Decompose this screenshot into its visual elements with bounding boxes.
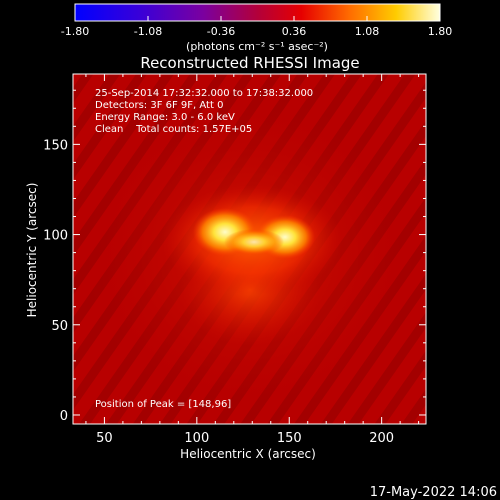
- x-tick-label: 200: [369, 431, 394, 446]
- colorbar: [74, 3, 441, 22]
- y-tick-label: 50: [51, 319, 68, 334]
- info-clean-counts: Clean Total counts: 1.57E+05: [95, 124, 252, 135]
- x-tick-label: 100: [184, 431, 209, 446]
- y-axis-ticks: [73, 89, 426, 416]
- x-tick-label: 150: [277, 431, 302, 446]
- y-tick-label: 0: [60, 409, 68, 424]
- colorbar-tick-label: 1.08: [355, 25, 380, 38]
- x-axis-ticks: [85, 74, 420, 424]
- y-tick-label: 150: [43, 138, 68, 153]
- rhessi-image: [73, 74, 426, 424]
- plot-frame: [72, 73, 427, 425]
- footer-date: 17-May-2022 14:06: [370, 485, 497, 500]
- colorbar-tick-label: 1.80: [428, 25, 453, 38]
- y-axis-tick-labels: 0 50 100 150: [43, 138, 68, 424]
- colorbar-ticks: [74, 16, 441, 21]
- colorbar-units-label: (photons cm⁻² s⁻¹ asec⁻²): [186, 40, 328, 53]
- image-title: Reconstructed RHESSI Image: [140, 54, 359, 72]
- colorbar-tick-label: -1.80: [61, 25, 89, 38]
- x-tick-label: 50: [96, 431, 113, 446]
- peak-position-label: Position of Peak = [148,96]: [95, 399, 231, 410]
- x-axis-tick-labels: 50 100 150 200: [96, 431, 394, 446]
- info-energy-range: Energy Range: 3.0 - 6.0 keV: [95, 112, 235, 123]
- colorbar-tick-labels: -1.80 -1.08 -0.36 0.36 1.08 1.80: [61, 25, 452, 38]
- y-tick-label: 100: [43, 229, 68, 244]
- colorbar-tick-label: -1.08: [134, 25, 162, 38]
- colorbar-tick-label: 0.36: [282, 25, 307, 38]
- y-axis-label: Heliocentric Y (arcsec): [25, 183, 39, 318]
- colorbar-tick-label: -0.36: [207, 25, 235, 38]
- x-axis-label: Heliocentric X (arcsec): [180, 447, 316, 461]
- info-time-range: 25-Sep-2014 17:32:32.000 to 17:38:32.000: [95, 88, 313, 99]
- info-detectors: Detectors: 3F 6F 9F, Att 0: [95, 100, 223, 111]
